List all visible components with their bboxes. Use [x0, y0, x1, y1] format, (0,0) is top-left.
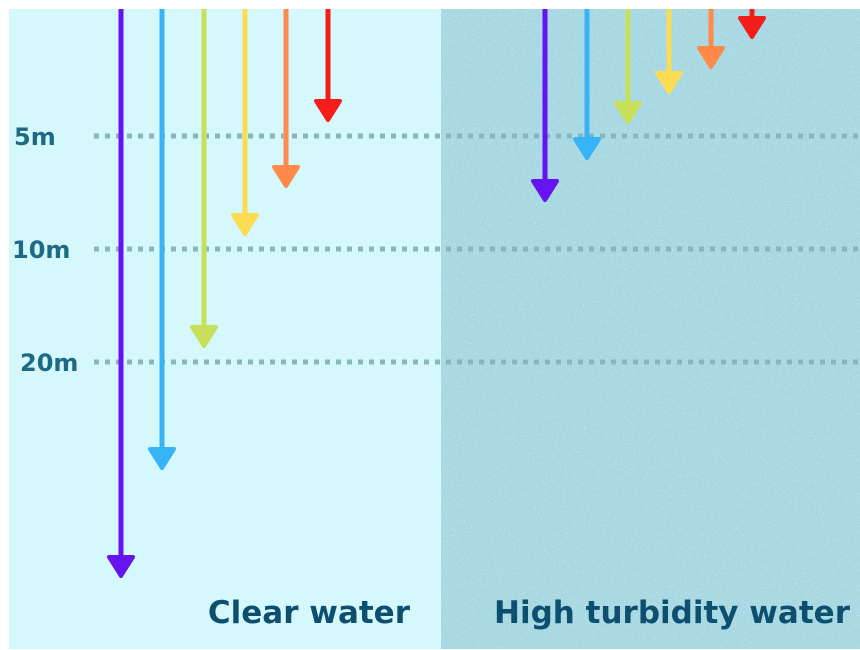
turbid-water-light-arrows [531, 9, 766, 202]
arrow-head [697, 46, 725, 69]
turbid-water-label: High turbidity water [494, 595, 851, 631]
arrow-head [531, 179, 559, 202]
arrow-head [190, 325, 218, 348]
turbid-violet-arrow [531, 9, 559, 202]
clear-green-arrow [190, 9, 218, 348]
arrow-head [231, 213, 259, 236]
turbid-red-arrow [738, 9, 766, 39]
turbid-orange-arrow [697, 9, 725, 69]
arrow-head [655, 71, 683, 94]
turbid-green-arrow [614, 9, 642, 124]
arrow-head [738, 16, 766, 39]
clear-violet-arrow [107, 9, 135, 578]
arrow-head [107, 555, 135, 578]
arrow-head [573, 137, 601, 160]
arrow-head [272, 165, 300, 188]
clear-blue-arrow [148, 9, 176, 470]
clear-yellow-arrow [231, 9, 259, 236]
arrow-head [314, 99, 342, 122]
turbid-blue-arrow [573, 9, 601, 160]
depth-label-20m: 20m [20, 349, 78, 377]
arrow-head [614, 101, 642, 124]
clear-red-arrow [314, 9, 342, 122]
clear-water-panel [9, 9, 441, 649]
arrow-head [148, 447, 176, 470]
clear-water-label: Clear water [208, 595, 411, 631]
depth-label-5m: 5m [14, 123, 56, 151]
clear-orange-arrow [272, 9, 300, 188]
depth-label-10m: 10m [12, 236, 70, 264]
clear-water-light-arrows [107, 9, 342, 578]
turbid-speckle-texture [441, 9, 860, 649]
turbid-yellow-arrow [655, 9, 683, 94]
depth-gridlines [94, 133, 860, 365]
